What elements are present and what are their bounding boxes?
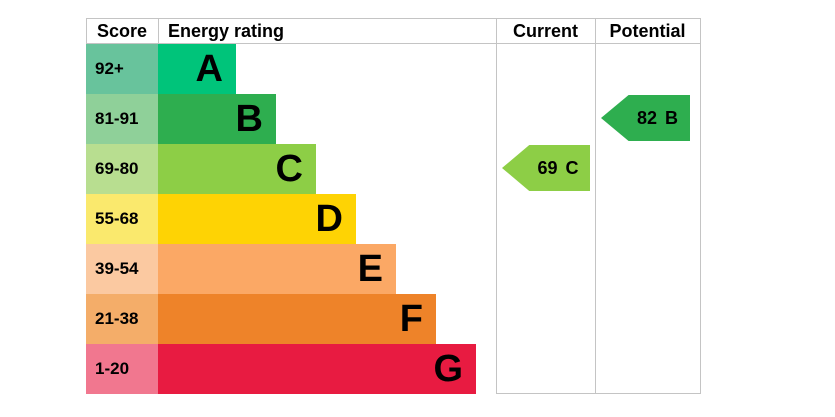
score-column-right-border — [158, 18, 159, 44]
current-column-header: Current — [512, 21, 578, 41]
potential-rating-letter: B — [665, 107, 679, 128]
rating-letter: D — [315, 198, 343, 240]
rating-bar: A — [158, 44, 236, 94]
band-row-d: 55-68 D — [86, 194, 476, 244]
score-column-left-border — [86, 18, 87, 44]
score-cell: 69-80 — [86, 144, 158, 194]
rating-letter: A — [195, 48, 223, 90]
header-bottom-border — [86, 43, 701, 44]
score-cell: 21-38 — [86, 294, 158, 344]
score-cell: 92+ — [86, 44, 158, 94]
rating-bar: D — [158, 194, 356, 244]
potential-rating-value: 82 — [636, 107, 658, 128]
band-row-c: 69-80 C — [86, 144, 476, 194]
band-row-e: 39-54 E — [86, 244, 476, 294]
rating-letter: C — [275, 148, 303, 190]
current-rating-value: 69 — [537, 157, 558, 178]
potential-column-left-border — [595, 18, 596, 394]
rating-bar: F — [158, 294, 436, 344]
current-column-left-border — [496, 18, 497, 394]
score-cell: 81-91 — [86, 94, 158, 144]
rating-bar: E — [158, 244, 396, 294]
rating-bar: G — [158, 344, 476, 394]
rating-letter: F — [399, 298, 423, 340]
rating-letter: G — [433, 348, 463, 390]
score-cell: 39-54 — [86, 244, 158, 294]
rating-letter: B — [235, 98, 263, 140]
band-row-a: 92+ A — [86, 44, 476, 94]
table-right-border — [700, 18, 701, 394]
score-column-header: Score — [96, 21, 148, 41]
rating-bar: C — [158, 144, 316, 194]
score-cell: 1-20 — [86, 344, 158, 394]
rating-letter: E — [357, 248, 383, 290]
potential-column-header: Potential — [609, 21, 686, 41]
current-rating-letter: C — [565, 157, 579, 178]
current-rating-arrow: 69 C — [502, 145, 590, 191]
band-row-f: 21-38 F — [86, 294, 476, 344]
band-row-b: 81-91 B — [86, 94, 476, 144]
rating-bar: B — [158, 94, 276, 144]
potential-rating-arrow: 82 B — [601, 95, 690, 141]
band-row-g: 1-20 G — [86, 344, 476, 394]
rating-bands: 92+ A 81-91 B 69-80 C 55-68 D 39-54 E 21… — [86, 44, 476, 394]
table-bottom-border — [496, 393, 701, 394]
energy-rating-column-header: Energy rating — [168, 21, 285, 41]
table-top-border — [86, 18, 701, 19]
score-cell: 55-68 — [86, 194, 158, 244]
